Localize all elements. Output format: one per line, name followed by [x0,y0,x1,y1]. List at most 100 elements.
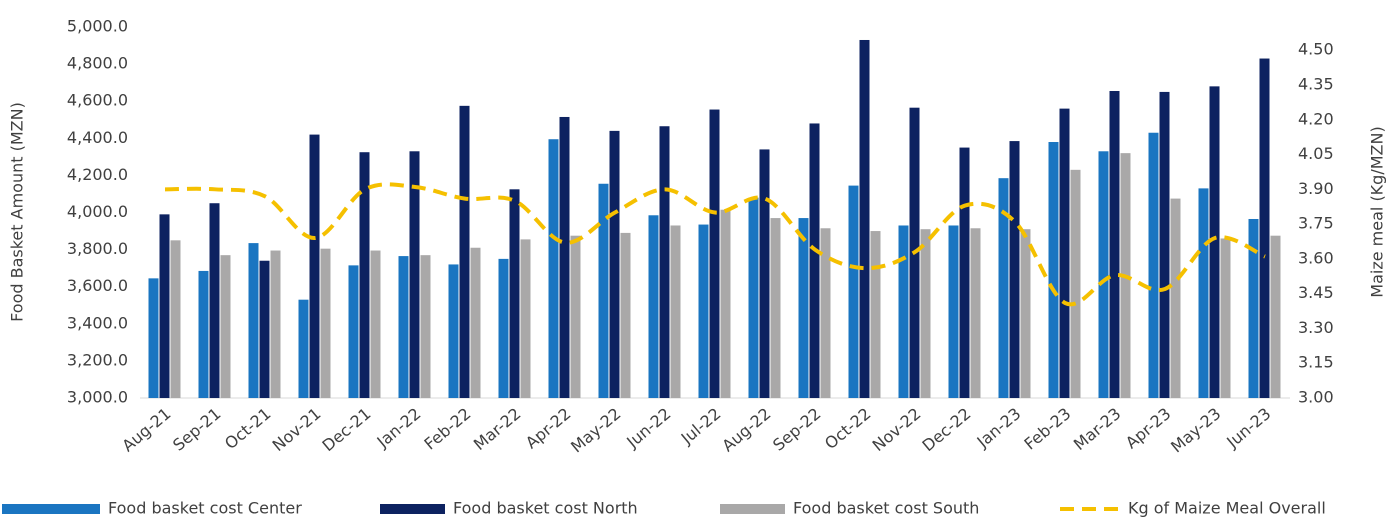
y-tick-label: 4,000.0 [67,202,128,221]
bar [359,152,370,398]
bar [598,183,609,398]
bar [148,278,159,398]
bar [648,215,659,398]
bar [770,218,781,398]
bar [859,39,870,399]
x-tick-label: May-23 [1167,404,1224,456]
bar [370,250,381,398]
legend-swatch [2,504,100,514]
y-tick-label: 3,800.0 [67,239,128,258]
bar [948,225,959,398]
bar [198,270,209,398]
bar [498,258,509,398]
y-axis-title: Food Basket Amount (MZN) [8,102,27,322]
bar [798,218,809,398]
x-tick-label: Mar-22 [470,404,525,454]
bar [209,203,220,398]
y2-tick-label: 4.35 [1298,74,1334,93]
y-tick-label: 4,800.0 [67,54,128,73]
bar [559,116,570,398]
x-tick-label: Dec-22 [919,404,975,455]
bar [998,178,1009,398]
bar [298,299,309,398]
bar [509,189,520,398]
legend-swatch [720,504,785,514]
y-tick-label: 4,200.0 [67,165,128,184]
x-tick-label: May-22 [567,404,624,456]
legend-label: Food basket cost South [793,499,979,518]
bar [809,123,820,399]
y2-tick-label: 4.50 [1298,40,1334,59]
bar [1248,218,1259,398]
bar [448,264,459,398]
bar [570,235,581,398]
bar [970,228,981,398]
legend-swatch [380,504,445,514]
bar [698,224,709,398]
bar [820,228,831,398]
x-tick-label: Feb-22 [421,404,475,454]
bar [959,147,970,398]
y-tick-label: 3,200.0 [67,350,128,369]
bar [1109,90,1120,398]
bar [409,151,420,398]
y2-tick-label: 4.20 [1298,109,1334,128]
bar [1148,132,1159,399]
bar [759,149,770,398]
bar [1009,141,1020,398]
bar [420,255,431,398]
bar [609,130,620,398]
bar [659,126,670,399]
x-tick-label: Nov-21 [269,404,325,455]
y2-axis-title: Maize meal (Kg/MZN) [1368,126,1387,297]
bar [470,247,481,398]
bar [1059,108,1070,399]
bar [1070,169,1081,398]
y2-tick-label: 4.05 [1298,144,1334,163]
bar [620,232,631,398]
y-tick-label: 3,600.0 [67,276,128,295]
y-tick-label: 3,400.0 [67,313,128,332]
bar [1270,235,1281,398]
bar [320,248,331,398]
legend-label: Food basket cost Center [108,499,302,518]
x-tick-label: Jul-22 [677,404,725,448]
bar [870,231,881,398]
bar [248,243,259,398]
x-tick-label: Oct-22 [821,404,874,453]
bar [848,185,859,398]
bar [398,256,409,398]
bar [270,250,281,398]
bar [1048,142,1059,398]
x-tick-label: Jan-22 [373,404,425,452]
y2-tick-label: 3.60 [1298,248,1334,267]
x-tick-label: Oct-21 [221,404,274,453]
bar [1159,91,1170,399]
y-tick-label: 4,600.0 [67,91,128,110]
bar [670,225,681,398]
x-tick-label: Sep-21 [169,404,224,455]
bar [520,239,531,398]
bar [348,265,359,398]
x-tick-label: Feb-23 [1021,404,1075,454]
x-tick-label: Jun-23 [1222,404,1274,452]
x-tick-label: Apr-23 [1122,404,1175,452]
x-tick-label: Mar-23 [1070,404,1125,454]
legend-label: Food basket cost North [453,499,638,518]
y2-tick-label: 3.30 [1298,318,1334,337]
y-tick-label: 4,400.0 [67,128,128,147]
y2-tick-label: 3.45 [1298,283,1334,302]
bar [1170,198,1181,398]
bar [309,134,320,398]
bar [459,105,470,399]
x-tick-label: Aug-22 [718,404,774,455]
bar [1098,151,1109,398]
bar [1259,58,1270,398]
bar [720,209,731,398]
legend-label: Kg of Maize Meal Overall [1128,499,1326,518]
y2-tick-label: 3.90 [1298,179,1334,198]
bar [548,139,559,399]
x-tick-label: Jun-22 [622,404,674,452]
bar [159,214,170,398]
y2-tick-label: 3.75 [1298,214,1334,233]
